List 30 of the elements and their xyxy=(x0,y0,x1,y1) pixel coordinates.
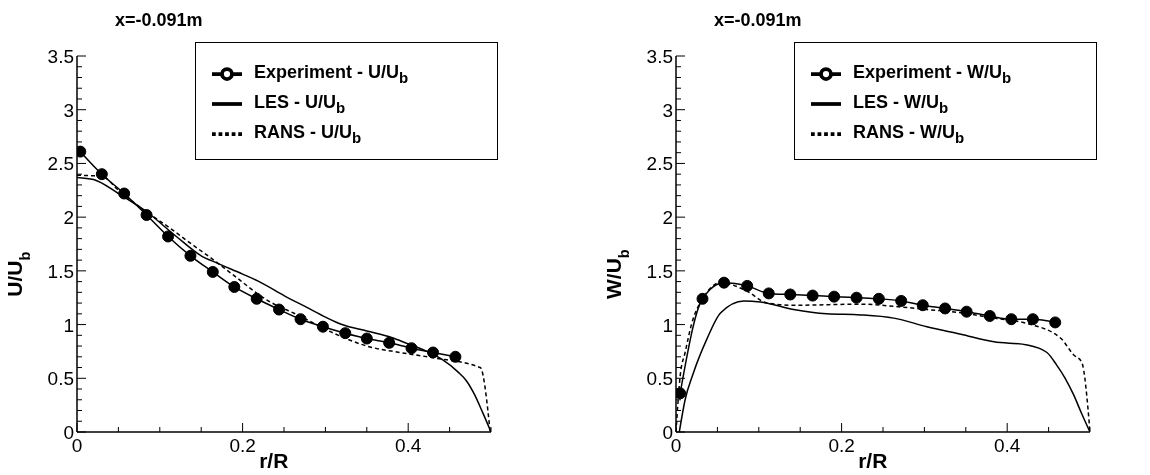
x-tick-label: 0.4 xyxy=(993,435,1021,456)
y-tick-label: 2 xyxy=(662,207,673,229)
y-tick-label: 0 xyxy=(662,422,673,443)
x-tick-label: 0.2 xyxy=(828,435,855,456)
y-tick-label: 1 xyxy=(662,314,673,336)
y-tick-label: 3 xyxy=(662,99,673,121)
y-tick-label: 0 xyxy=(63,422,74,443)
chart-title: x=-0.091m xyxy=(115,10,203,31)
x-tick-label: 0.2 xyxy=(229,435,256,456)
x-axis-title: r/R xyxy=(259,449,289,472)
y-tick-label: 0.5 xyxy=(47,368,74,390)
y-tick-label: 1.5 xyxy=(47,260,74,282)
y-tick-label: 2 xyxy=(63,207,74,229)
y-tick-label: 3 xyxy=(63,99,74,121)
legend-label: LES - U/U$_{b}$ xyxy=(254,92,346,116)
y-tick-label: 1 xyxy=(63,314,74,336)
legend-label: RANS - W/U$_{b}$ xyxy=(853,122,965,146)
chart-title: x=-0.091m xyxy=(714,10,802,31)
y-tick-label: 1.5 xyxy=(646,260,673,282)
y-tick-label: 2.5 xyxy=(646,153,673,175)
x-axis-title: r/R xyxy=(858,449,888,472)
y-tick-label: 3.5 xyxy=(646,46,673,67)
legend-label: Experiment - U/U$_{b}$ xyxy=(254,62,409,86)
legend-label: RANS - U/U$_{b}$ xyxy=(254,122,362,146)
y-tick-label: 2.5 xyxy=(47,153,74,175)
y-tick-label: 0.5 xyxy=(646,368,673,390)
x-tick-label: 0.4 xyxy=(394,435,422,456)
legend-label: Experiment - W/U$_{b}$ xyxy=(853,62,1012,86)
y-tick-label: 3.5 xyxy=(47,46,74,67)
legend-label: LES - W/U$_{b}$ xyxy=(853,92,949,116)
